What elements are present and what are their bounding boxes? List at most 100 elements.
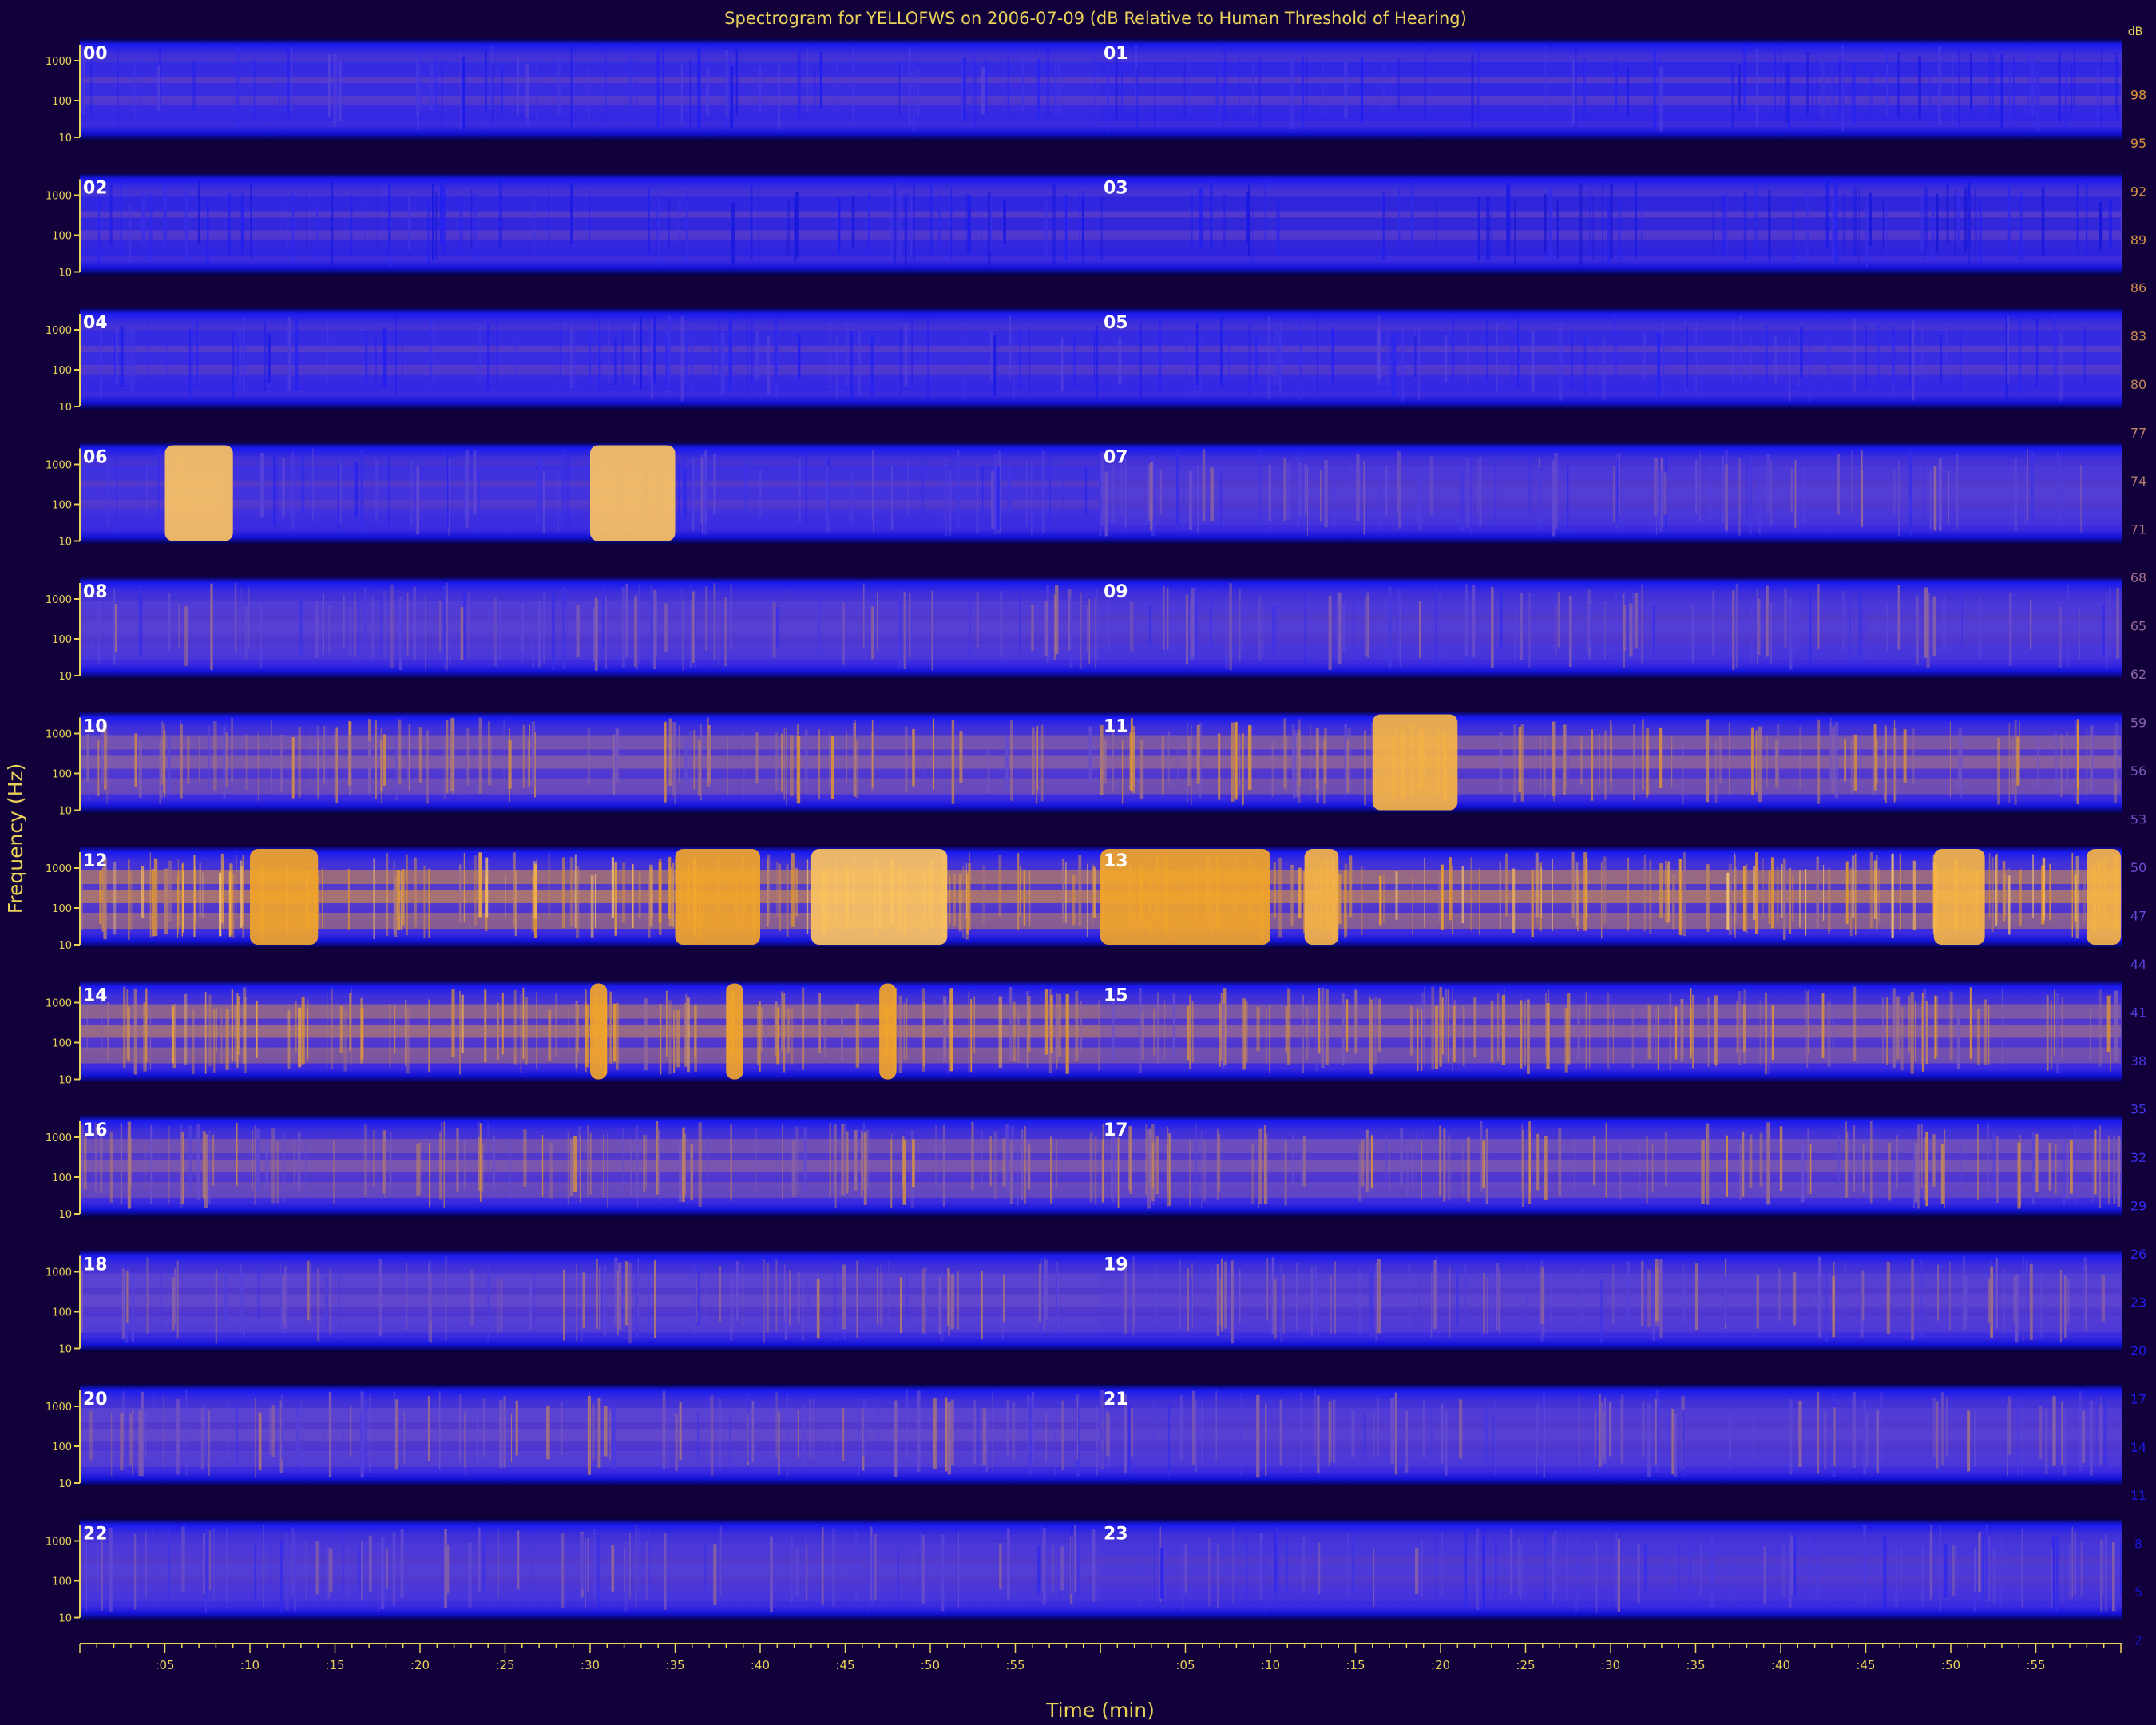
spectral-streak	[1061, 337, 1064, 391]
spectral-streak	[1418, 601, 1421, 659]
spectral-streak	[673, 1010, 676, 1073]
spectral-streak	[159, 740, 161, 804]
spectral-streak	[1583, 852, 1587, 931]
spectral-streak	[675, 1413, 679, 1471]
spectral-streak	[1599, 1394, 1601, 1468]
loud-event	[879, 983, 897, 1080]
spectral-streak	[1869, 1121, 1873, 1204]
spectral-streak	[1265, 1534, 1267, 1613]
chart-title: Spectrogram for YELLOFWS on 2006-07-09 (…	[724, 9, 1467, 28]
spectral-streak	[637, 1529, 640, 1593]
spectral-streak	[2101, 1274, 2106, 1322]
spectral-streak	[1755, 862, 1757, 926]
spectral-streak	[2080, 465, 2082, 533]
spectral-streak	[636, 1136, 639, 1208]
colorbar-tick-label: 80	[2130, 377, 2146, 392]
spectral-streak	[1591, 729, 1594, 801]
spectral-streak	[269, 1408, 273, 1455]
spectral-streak	[581, 1268, 583, 1343]
spectral-streak	[470, 189, 473, 249]
spectral-streak	[2099, 1404, 2103, 1466]
spectral-streak	[1844, 1262, 1847, 1321]
spectral-streak	[1506, 184, 1510, 256]
spectral-streak	[1333, 464, 1336, 528]
hour-band-lower	[1100, 913, 2121, 929]
spectral-streak	[1797, 327, 1800, 387]
spectral-streak	[1023, 869, 1026, 926]
spectral-streak	[1952, 54, 1954, 124]
spectral-streak	[349, 606, 352, 656]
spectral-streak	[1012, 1402, 1016, 1461]
spectral-streak	[515, 1400, 518, 1456]
spectral-streak	[587, 1537, 589, 1592]
spectral-streak	[1917, 1124, 1920, 1209]
y-tick-label: 10	[58, 940, 72, 952]
spectral-streak	[159, 46, 161, 109]
spectral-streak	[1783, 858, 1786, 940]
spectral-streak	[1344, 863, 1348, 936]
spectral-streak	[416, 1144, 419, 1196]
spectral-streak	[541, 1135, 544, 1197]
spectral-streak	[1252, 60, 1254, 117]
spectral-streak	[459, 864, 462, 923]
spectral-streak	[714, 316, 715, 399]
spectral-streak	[630, 1139, 632, 1197]
spectral-streak	[786, 864, 789, 937]
spectral-streak	[468, 1542, 472, 1608]
hour-label: 21	[1104, 1390, 1128, 1410]
spectral-streak	[1411, 187, 1413, 252]
spectral-streak	[1244, 1009, 1246, 1066]
spectral-streak	[1912, 860, 1916, 931]
spectral-streak	[1334, 1261, 1337, 1334]
spectral-streak	[1440, 1531, 1444, 1596]
spectral-streak	[529, 1279, 533, 1330]
spectral-streak	[783, 727, 786, 800]
spectral-streak	[755, 732, 759, 784]
spectral-streak	[705, 1271, 707, 1326]
spectral-streak	[2071, 852, 2074, 938]
spectral-streak	[1219, 315, 1223, 387]
colorbar-tick-label: 68	[2130, 570, 2146, 585]
spectral-streak	[681, 587, 683, 659]
spectral-streak	[1658, 54, 1661, 120]
spectral-streak	[1968, 196, 1970, 261]
spectral-streak	[1932, 1134, 1936, 1187]
spectral-streak	[464, 1412, 466, 1468]
spectral-streak	[684, 740, 688, 786]
spectral-streak	[1399, 605, 1401, 667]
spectral-streak	[566, 458, 570, 529]
spectral-streak	[1621, 1394, 1624, 1464]
y-tick-label: 1000	[46, 1267, 72, 1279]
spectral-streak	[1663, 472, 1667, 515]
spectral-streak	[1567, 736, 1570, 783]
spectral-streak	[1280, 1263, 1283, 1342]
spectral-streak	[176, 1398, 180, 1475]
spectral-streak	[1798, 1400, 1802, 1468]
spectral-streak	[1328, 596, 1332, 670]
spectral-streak	[1443, 1128, 1446, 1202]
spectral-streak	[1486, 320, 1488, 382]
spectral-streak	[1653, 50, 1657, 131]
spectral-streak	[1726, 872, 1730, 930]
spectral-streak	[829, 1123, 832, 1196]
spectral-streak	[2116, 56, 2119, 121]
spectral-streak	[1240, 1393, 1242, 1478]
spectral-streak	[1634, 593, 1639, 649]
spectral-streak	[842, 1407, 845, 1461]
spectral-streak	[1923, 988, 1926, 1065]
spectral-streak	[1441, 864, 1444, 930]
spectral-streak	[891, 1133, 893, 1209]
spectral-streak	[1112, 1001, 1115, 1060]
spectral-streak	[1283, 718, 1286, 788]
spectral-streak	[1816, 856, 1819, 929]
spectral-streak	[1764, 992, 1768, 1075]
spectral-streak	[1299, 323, 1302, 401]
spectral-streak	[1239, 734, 1241, 787]
spectral-streak	[1189, 1139, 1191, 1207]
hour-band-mid	[1100, 1563, 2121, 1576]
spectral-streak	[127, 1006, 130, 1061]
spectral-streak	[1737, 991, 1742, 1065]
spectral-streak	[603, 1265, 607, 1336]
spectral-streak	[1779, 1126, 1783, 1191]
spectral-streak	[439, 179, 443, 244]
